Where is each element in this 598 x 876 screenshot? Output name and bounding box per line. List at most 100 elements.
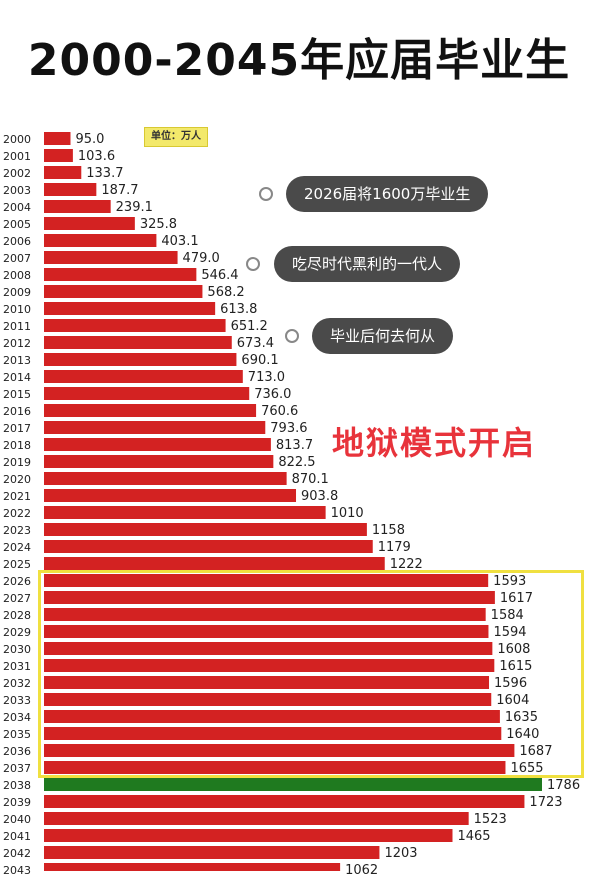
bar: [44, 285, 203, 298]
bar: [44, 574, 489, 587]
value-label: 1635: [505, 710, 538, 725]
value-label: 1158: [372, 523, 405, 538]
value-label: 1655: [510, 761, 543, 776]
y-tick-label: 2025: [3, 558, 31, 571]
bar: [44, 557, 385, 570]
value-label: 1465: [457, 829, 490, 844]
value-label: 813.7: [276, 438, 313, 453]
value-label: 1593: [493, 574, 526, 589]
bar: [44, 489, 297, 502]
value-label: 1222: [390, 557, 423, 572]
y-tick-label: 2011: [3, 320, 31, 333]
bar: [44, 353, 237, 366]
bar: [44, 523, 367, 536]
chart-title: 2000-2045年应届毕业生: [27, 35, 571, 86]
y-tick-label: 2027: [3, 592, 31, 605]
y-tick-label: 2034: [3, 711, 31, 724]
bar: [44, 659, 495, 672]
y-tick-label: 2016: [3, 405, 31, 418]
y-tick-label: 2035: [3, 728, 31, 741]
y-tick-label: 2017: [3, 422, 31, 435]
bar: [44, 863, 341, 871]
value-label: 1596: [494, 676, 527, 691]
value-label: 613.8: [220, 302, 257, 317]
y-tick-label: 2037: [3, 762, 31, 775]
value-label: 1584: [491, 608, 524, 623]
bar: [44, 149, 73, 162]
value-label: 1604: [496, 693, 529, 708]
bubble-1-dot: [259, 187, 273, 201]
value-label: 568.2: [207, 285, 244, 300]
bar: [44, 166, 82, 179]
y-tick-label: 2007: [3, 252, 31, 265]
y-tick-label: 2006: [3, 235, 31, 248]
bar: [44, 744, 515, 757]
value-label: 187.7: [101, 183, 138, 198]
value-label: 760.6: [261, 404, 298, 419]
value-label: 1786: [547, 778, 580, 793]
bar: [44, 591, 495, 604]
y-tick-label: 2021: [3, 490, 31, 503]
unit-badge: 单位：万人: [144, 127, 208, 147]
value-label: 1723: [529, 795, 562, 810]
y-tick-label: 2040: [3, 813, 31, 826]
bar: [44, 200, 111, 213]
value-label: 1594: [493, 625, 526, 640]
y-tick-label: 2043: [3, 864, 31, 876]
y-tick-label: 2028: [3, 609, 31, 622]
bar: [44, 812, 469, 825]
bar: [44, 846, 380, 859]
value-label: 713.0: [248, 370, 285, 385]
y-tick-label: 2005: [3, 218, 31, 231]
y-tick-label: 2038: [3, 779, 31, 792]
value-label: 690.1: [241, 353, 278, 368]
value-label: 822.5: [278, 455, 315, 470]
bar: [44, 217, 135, 230]
bar: [44, 829, 453, 842]
y-tick-label: 2026: [3, 575, 31, 588]
y-tick-label: 2024: [3, 541, 31, 554]
y-tick-label: 2000: [3, 133, 31, 146]
bar: [44, 438, 271, 451]
annotation-bubble-3: 毕业后何去何从: [312, 318, 454, 354]
slogan-text: 地狱模式开启: [332, 424, 537, 462]
value-label: 673.4: [237, 336, 274, 351]
bar: [44, 642, 493, 655]
bar: [44, 472, 287, 485]
bar: [44, 778, 542, 791]
value-label: 95.0: [75, 132, 104, 147]
bar: [44, 268, 197, 281]
annotation-bubble-1: 2026届将1600万毕业生: [286, 176, 489, 212]
y-tick-label: 2008: [3, 269, 31, 282]
value-label: 1640: [506, 727, 539, 742]
y-tick-label: 2022: [3, 507, 31, 520]
bar: [44, 183, 97, 196]
bar: [44, 608, 486, 621]
y-tick-label: 2020: [3, 473, 31, 486]
bar: [44, 455, 274, 468]
y-tick-label: 2009: [3, 286, 31, 299]
y-tick-label: 2023: [3, 524, 31, 537]
y-tick-label: 2031: [3, 660, 31, 673]
value-label: 325.8: [140, 217, 177, 232]
value-label: 1010: [331, 506, 364, 521]
y-tick-label: 2012: [3, 337, 31, 350]
y-tick-label: 2014: [3, 371, 31, 384]
y-tick-label: 2039: [3, 796, 31, 809]
value-label: 903.8: [301, 489, 338, 504]
bar: [44, 727, 502, 740]
y-tick-label: 2010: [3, 303, 31, 316]
bar: [44, 625, 489, 638]
y-tick-label: 2032: [3, 677, 31, 690]
bar: [44, 251, 178, 264]
value-label: 651.2: [231, 319, 268, 334]
bar: [44, 693, 492, 706]
y-tick-label: 2042: [3, 847, 31, 860]
bar: [44, 336, 232, 349]
bar: [44, 319, 226, 332]
bar: [44, 302, 216, 315]
value-label: 1687: [519, 744, 552, 759]
value-label: 1179: [378, 540, 411, 555]
bar: [44, 387, 250, 400]
